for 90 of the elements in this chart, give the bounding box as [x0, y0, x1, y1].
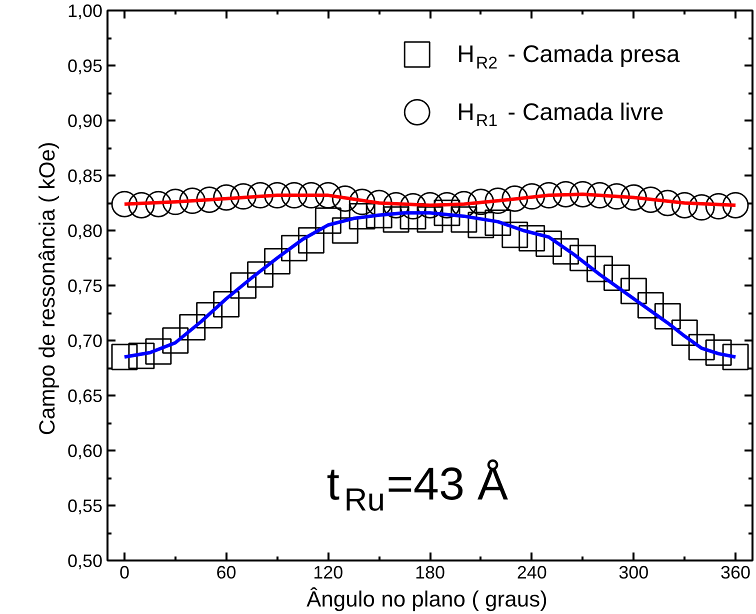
point: [128, 192, 155, 218]
point: [416, 206, 444, 233]
point: [603, 264, 630, 292]
point: [230, 183, 257, 210]
point: [280, 182, 308, 209]
point: [400, 193, 426, 220]
x-tick-label: 180: [414, 562, 446, 582]
point: [162, 188, 189, 216]
y-tick-label: 0,90: [67, 111, 103, 131]
x-axis-title: Ângulo no plano ( graus): [306, 586, 548, 612]
point: [722, 192, 749, 218]
point: [162, 327, 189, 354]
point: [179, 188, 206, 214]
point: [264, 182, 290, 209]
point: [213, 290, 240, 318]
point: [280, 234, 308, 262]
y-tick-label: 1,00: [67, 1, 103, 21]
point: [518, 183, 546, 210]
point: [247, 182, 274, 209]
point: [637, 186, 664, 213]
point: [688, 194, 715, 221]
point: [637, 292, 664, 319]
point: [230, 272, 257, 299]
point: [603, 183, 630, 210]
point: [552, 180, 580, 208]
point: [264, 248, 290, 275]
point: [434, 200, 460, 226]
point: [570, 180, 596, 208]
point: [484, 188, 512, 214]
point: [552, 238, 580, 265]
point: [314, 207, 342, 234]
point: [332, 217, 358, 244]
point: [348, 202, 376, 230]
point: [468, 212, 494, 238]
point: [332, 185, 358, 212]
point: [722, 344, 749, 370]
y-tick-label: 0,55: [67, 496, 103, 516]
point: [382, 192, 410, 218]
x-tick-label: 360: [720, 562, 751, 582]
x-tick-label: 60: [216, 562, 236, 582]
y-tick-label: 0,70: [67, 331, 103, 351]
point: [586, 182, 613, 209]
point: [671, 192, 698, 218]
point: [450, 206, 478, 233]
point: [196, 302, 223, 328]
point: [484, 210, 512, 236]
y-tick-label: 0,75: [67, 276, 103, 296]
y-tick-label: 0,50: [67, 551, 103, 571]
y-tick-label: 0,95: [67, 56, 103, 76]
point: [502, 222, 528, 248]
x-tick-label: 300: [618, 562, 649, 582]
point: [620, 278, 647, 304]
point: [654, 303, 681, 330]
point: [620, 184, 647, 211]
point: [213, 184, 240, 211]
x-tick-label: 0: [119, 562, 130, 582]
point: [111, 344, 138, 370]
point: [416, 192, 444, 218]
x-tick-label: 240: [516, 562, 547, 582]
point: [382, 206, 410, 233]
point: [688, 334, 715, 360]
point: [298, 182, 324, 209]
point: [196, 186, 223, 213]
point: [468, 188, 494, 216]
point: [348, 188, 376, 216]
line-series: [122, 192, 738, 207]
point: [671, 320, 698, 346]
point: [586, 256, 613, 282]
y-tick-label: 0,65: [67, 386, 103, 406]
point: [145, 190, 172, 218]
y-tick-label: 0,80: [67, 221, 103, 241]
point: [145, 338, 172, 365]
point: [314, 182, 342, 209]
y-axis-title: Campo de ressonância ( kOe): [34, 142, 60, 436]
point: [570, 244, 596, 272]
point: [518, 224, 546, 252]
point: [536, 182, 562, 209]
point: [179, 314, 206, 341]
point: [536, 230, 562, 257]
point: [298, 227, 324, 254]
y-tick-label: 0,60: [67, 441, 103, 461]
point: [111, 190, 138, 218]
point: [654, 190, 681, 216]
point: [247, 261, 274, 288]
x-tick-label: 120: [313, 562, 344, 582]
point: [705, 193, 732, 220]
point: [705, 339, 732, 366]
point: [128, 342, 155, 370]
point: [502, 185, 528, 212]
y-tick-label: 0,85: [67, 166, 103, 186]
